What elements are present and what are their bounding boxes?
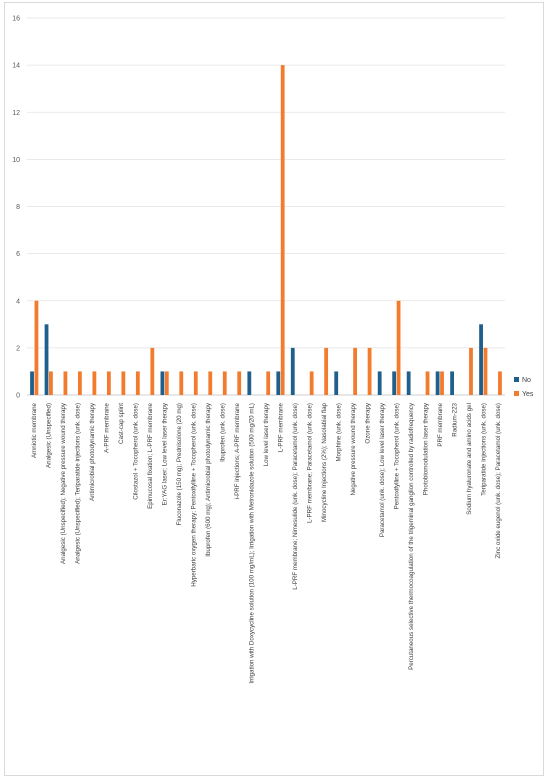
y-tick-label: 10 xyxy=(12,157,20,164)
bar-yes xyxy=(324,347,329,395)
category-label: Ibuprofen (600 mg); Antimicrobial photod… xyxy=(205,402,212,557)
category-label: Negative pressure wound therapy xyxy=(350,402,357,495)
category-label: L-PRF membrane; Paracetamol (unk. dose) xyxy=(306,403,313,523)
legend-label-no: No xyxy=(522,377,531,384)
bar-yes xyxy=(483,347,488,395)
category-label: Sodium hyaluronate and amino acids gel xyxy=(466,403,473,515)
x-axis-categories: Amniotic membrane Analgesic (Unspecified)… xyxy=(31,402,502,684)
legend-swatch-yes xyxy=(514,391,519,396)
gridlines xyxy=(27,17,505,396)
bar-no xyxy=(406,371,411,395)
bar-no xyxy=(334,371,339,395)
bar-no xyxy=(435,371,440,395)
bar-no xyxy=(290,347,295,395)
category-label: Minocycline Injections (2%); Nasolabial … xyxy=(321,402,328,522)
bar-yes xyxy=(106,371,111,395)
y-tick-label: 14 xyxy=(12,63,20,70)
bar-yes xyxy=(425,371,430,395)
bar-yes xyxy=(469,347,473,395)
category-label: L-PRF membrane; Nimesulide (unk. dose); … xyxy=(292,403,299,590)
bar-yes xyxy=(92,371,97,395)
bar-yes xyxy=(280,65,285,395)
y-axis-ticks: 0 2 4 6 8 10 12 14 16 xyxy=(12,16,20,400)
category-label: Percutaneous selective thermocoagulation… xyxy=(408,402,415,670)
bar-yes xyxy=(266,371,271,395)
category-label: i-PRF injections; A-PRF membrane xyxy=(234,402,241,499)
category-label: Er:YAG laser; Low level laser therapy xyxy=(162,402,169,505)
legend-swatch-no xyxy=(514,377,519,382)
category-label: Radium-223 xyxy=(451,402,458,436)
y-tick-label: 6 xyxy=(16,251,20,258)
bar-yes xyxy=(135,371,140,395)
bar-yes xyxy=(49,371,53,395)
y-tick-label: 8 xyxy=(16,204,20,211)
y-tick-label: 0 xyxy=(16,393,20,400)
category-label: Photobiomodulation laser therapy xyxy=(422,402,429,495)
category-label: Irrigation with Doxycycline solution (10… xyxy=(249,403,256,684)
bar-no xyxy=(450,371,455,395)
bar-yes xyxy=(77,371,82,395)
bar-no xyxy=(160,371,165,395)
category-label: Amniotic membrane xyxy=(31,402,38,458)
category-label: Epimucosal fixation; L-PRF membrane xyxy=(147,402,154,508)
bar-yes xyxy=(353,347,358,395)
category-label: Ibuprofen (unk. dose) xyxy=(220,403,227,462)
bar-no xyxy=(377,371,382,395)
bar-yes xyxy=(179,371,184,395)
category-label: Hyperbaric oxygen therapy; Pentoxifyllin… xyxy=(191,403,198,587)
y-tick-label: 4 xyxy=(16,298,20,305)
category-label: Paracetamol (unk. dose); Low level laser… xyxy=(379,402,386,537)
category-label: Low level laser therapy xyxy=(263,402,270,466)
bar-yes xyxy=(367,347,372,395)
category-label: Fluconazole (150 mg); Prednisolone (20 m… xyxy=(176,403,183,525)
category-label: Antimicrobial photodynamic therapy xyxy=(89,402,96,501)
category-label: Zinc oxide eugenol (unk. dose); Paraceta… xyxy=(495,403,502,558)
bar-no xyxy=(30,371,34,395)
category-label: Ozone therapy xyxy=(364,402,371,443)
bar-yes xyxy=(208,371,213,395)
bar-yes xyxy=(63,371,68,395)
y-tick-label: 2 xyxy=(16,345,20,352)
bar-yes xyxy=(237,371,242,395)
category-label: Analgesic (Unspecified); Teriparatide in… xyxy=(75,403,82,564)
bar-yes xyxy=(193,371,198,395)
bar-yes xyxy=(396,300,401,395)
category-label: Cast-cap splint xyxy=(118,403,125,444)
bar-yes xyxy=(440,371,444,395)
y-tick-label: 12 xyxy=(12,110,20,117)
bar-no xyxy=(392,371,397,395)
bar-yes xyxy=(164,371,169,395)
bar-no xyxy=(44,324,49,395)
bar-yes xyxy=(222,371,227,395)
category-label: Morphine (unk. dose) xyxy=(335,403,342,461)
legend: No Yes xyxy=(514,377,534,398)
category-label: Teriparatide Injections (unk. dose) xyxy=(480,403,487,496)
bar-yes xyxy=(150,347,155,395)
category-label: Analgesic (Unspecified); Negative pressu… xyxy=(60,402,67,564)
category-label: PRF membrane xyxy=(437,402,444,446)
bar-no xyxy=(479,324,483,395)
bar-yes xyxy=(34,300,39,395)
category-label: Pentoxifylline + Tocopherol (unk. dose) xyxy=(393,403,400,509)
y-tick-label: 16 xyxy=(12,16,20,23)
bars xyxy=(30,65,502,395)
category-label: Cilostazol + Tocopherol (unk. dose) xyxy=(133,403,140,500)
legend-label-yes: Yes xyxy=(522,391,534,398)
bar-no xyxy=(276,371,281,395)
bar-yes xyxy=(498,371,502,395)
bar-yes xyxy=(309,371,314,395)
bar-yes xyxy=(121,371,126,395)
category-label: L-PRF membrane xyxy=(277,402,284,452)
category-label: A-PRF membrane xyxy=(104,402,111,452)
bar-no xyxy=(247,371,252,395)
category-label: Analgesic (Unspecified) xyxy=(46,403,53,468)
